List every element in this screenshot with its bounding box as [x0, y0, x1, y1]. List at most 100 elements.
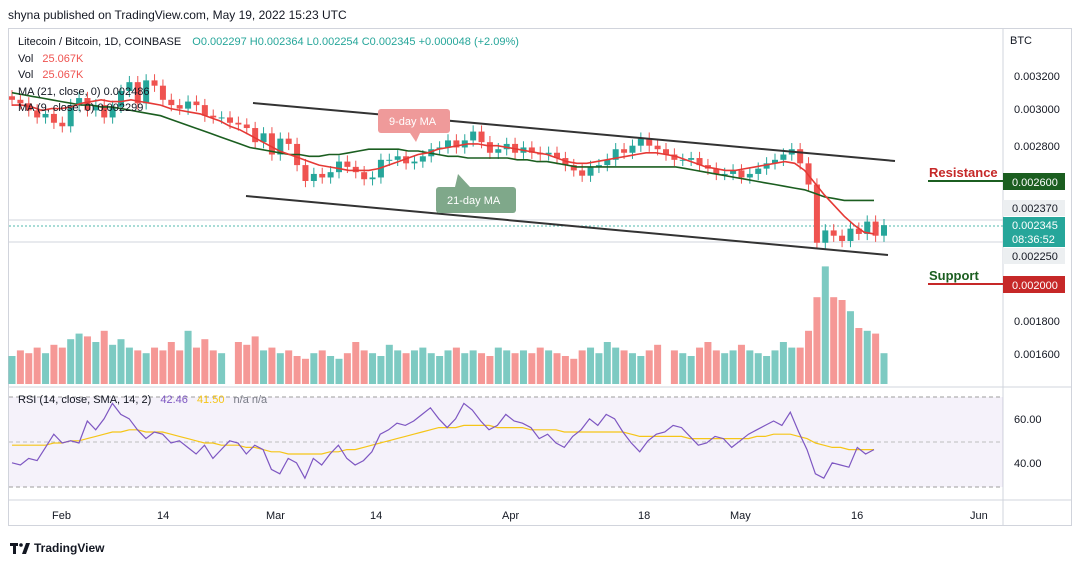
candle-body [34, 110, 41, 118]
volume-bar [880, 353, 888, 384]
resistance-label: Resistance [929, 165, 998, 180]
volume-bar [100, 330, 108, 384]
tradingview-logo-icon [10, 542, 30, 554]
candle-body [721, 173, 728, 175]
candle-body [646, 138, 653, 146]
volume-bar [587, 347, 595, 384]
volume-bar [427, 353, 435, 384]
volume-bar [410, 350, 418, 384]
candle-body [101, 105, 108, 118]
volume-bar [201, 339, 209, 384]
volume-bar [729, 350, 737, 384]
candle-body [302, 165, 309, 181]
currency-label: BTC [1010, 35, 1032, 47]
candle-body [76, 98, 83, 106]
candle-body [210, 115, 217, 118]
volume-bar [444, 350, 452, 384]
price-tick-label: 0.003000 [1014, 104, 1060, 116]
candle-body [839, 235, 846, 242]
time-tick-label: Mar [266, 510, 285, 522]
candle-body [159, 85, 166, 100]
volume-bar [125, 347, 133, 384]
volume-bar [687, 356, 695, 384]
volume-bar [58, 347, 66, 384]
upper-trendline [252, 102, 896, 162]
candle-body [67, 105, 74, 127]
volume-bar [318, 350, 326, 384]
candle-body [830, 230, 837, 236]
candle-body [629, 145, 636, 153]
candle-body [151, 80, 158, 86]
volume-bar [771, 350, 779, 384]
rsi-na-values: n/a n/a [233, 394, 268, 406]
volume-bar [855, 328, 863, 384]
volume-bar [109, 344, 117, 384]
candle-body [17, 99, 24, 104]
upper-price-tag [1003, 200, 1065, 216]
volume-bar [352, 342, 360, 384]
candle-body [9, 96, 15, 100]
volume-bar [134, 350, 142, 384]
volume-value: 25.067K [42, 53, 84, 65]
volume-bar [33, 347, 41, 384]
symbol-name: Litecoin / Bitcoin, 1D, COINBASE [18, 36, 182, 48]
ma9-callout-box [378, 109, 450, 133]
volume-bar [578, 350, 586, 384]
ma21-callout-text: 21-day MA [447, 195, 501, 207]
volume-bar [469, 350, 477, 384]
ma9-line [12, 98, 875, 235]
tradingview-footer[interactable]: TradingView [10, 541, 104, 555]
volume-bar [838, 300, 846, 384]
publisher-line: shyna published on TradingView.com, May … [8, 8, 347, 22]
volume-bar [654, 344, 662, 384]
volume-bar [561, 356, 569, 384]
resistance-price-tag [1003, 173, 1065, 190]
ma21-legend: MA (21, close, 0) 0.002486 [18, 86, 149, 98]
candle-body [746, 173, 753, 178]
candle-body [59, 122, 66, 127]
volume-bar [603, 342, 611, 384]
volume-bar [394, 350, 402, 384]
time-tick-label: 14 [370, 510, 382, 522]
volume-bar [830, 297, 838, 384]
price-tick-label: 0.001800 [1014, 316, 1060, 328]
current-price-text: 0.002345 [1012, 220, 1058, 232]
volume-bar [218, 353, 226, 384]
price-tick-label: 0.003200 [1014, 71, 1060, 83]
candle-body [394, 156, 401, 160]
ma9-legend-text: MA (9, close, 0) 0.002299 [18, 102, 144, 114]
lower-price-text: 0.002250 [1012, 251, 1058, 263]
volume-bar [67, 339, 75, 384]
volume-bar [293, 356, 301, 384]
volume-bar [83, 336, 91, 384]
candle-body [780, 154, 787, 160]
volume-bar [545, 350, 553, 384]
volume-bar [645, 350, 653, 384]
price-tick-label: 0.002800 [1014, 141, 1060, 153]
volume-bar [637, 356, 645, 384]
candle-body [528, 147, 535, 153]
volume-bar [176, 350, 184, 384]
candle-body [738, 170, 745, 178]
candle-body [134, 82, 141, 104]
candle-body [218, 117, 225, 119]
volume-bar [159, 350, 167, 384]
candle-body [445, 140, 451, 148]
candle-body [470, 131, 477, 141]
candle-body [352, 166, 359, 173]
rsi-legend-value: 42.46 [160, 394, 188, 406]
volume-bar [620, 350, 628, 384]
candle-body [545, 152, 552, 155]
candle-body [419, 156, 426, 162]
chart-frame [8, 28, 1072, 526]
volume-bar [167, 342, 175, 384]
candle-body [595, 165, 602, 167]
candle-body [185, 101, 192, 109]
volume-bar [301, 358, 309, 384]
candle-body [679, 159, 686, 161]
candle-body [235, 122, 242, 125]
resistance-price-text: 0.002600 [1012, 177, 1058, 189]
candle-body [268, 133, 275, 155]
candle-body [671, 154, 678, 160]
